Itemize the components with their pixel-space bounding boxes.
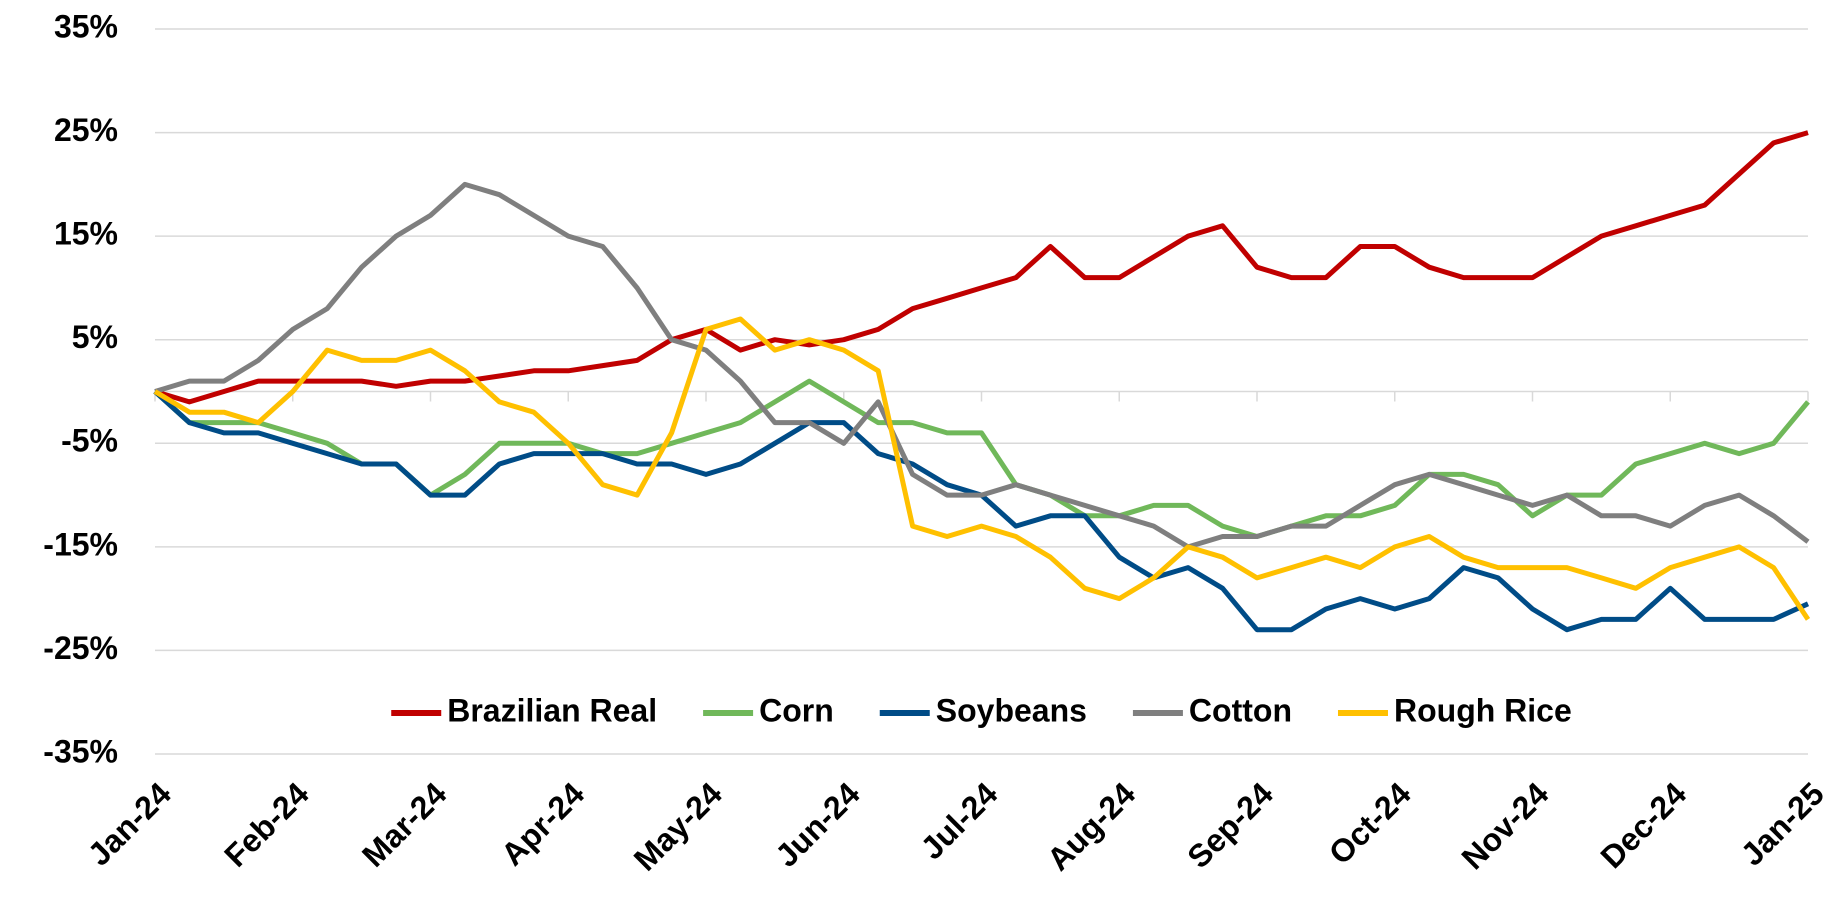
legend-label: Corn [759,692,834,728]
x-tick-label: Dec-24 [1594,775,1694,875]
y-tick-label: 5% [72,319,118,355]
x-tick-label: Mar-24 [355,775,454,874]
x-tick-label: Jan-24 [81,775,178,872]
y-tick-label: -5% [61,423,118,459]
y-tick-label: -35% [43,733,118,769]
y-tick-label: 35% [54,8,118,44]
legend-label: Soybeans [936,692,1087,728]
series-line [153,389,1810,633]
x-tick-label: Sep-24 [1180,775,1280,875]
series-line [153,316,1811,621]
series-line [154,130,1809,405]
legend-label: Rough Rice [1394,692,1572,728]
y-tick-label: 25% [54,112,118,148]
legend-label: Cotton [1189,692,1292,728]
legend-label: Brazilian Real [447,692,657,728]
series-line [153,378,1810,539]
y-tick-label: 15% [54,216,118,252]
x-tick-label: Oct-24 [1322,775,1418,871]
x-tick-label: Jun-24 [768,775,867,874]
x-tick-label: Jan-25 [1734,775,1824,872]
x-tick-label: Aug-24 [1040,775,1142,877]
x-tick-label: Nov-24 [1455,775,1556,876]
x-tick-label: Jul-24 [914,775,1005,866]
x-tick-label: May-24 [627,775,729,877]
series-line [154,181,1810,550]
y-tick-label: -25% [43,630,118,666]
x-tick-label: Feb-24 [217,775,316,874]
x-tick-label: Apr-24 [494,775,591,872]
y-tick-label: -15% [43,526,118,562]
